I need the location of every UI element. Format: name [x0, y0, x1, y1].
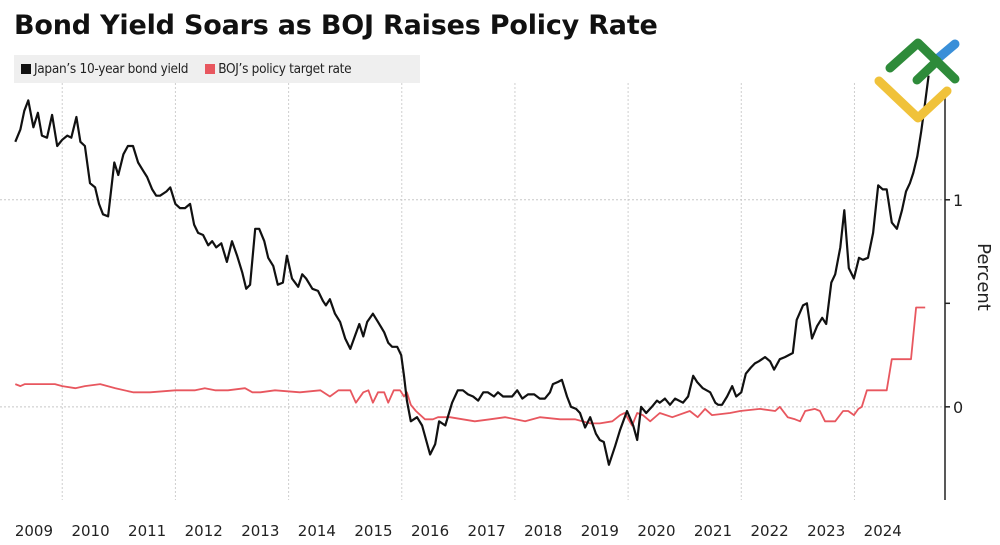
logo-green-chevron [885, 38, 960, 84]
x-tick-label-2021: 2021 [694, 522, 732, 540]
x-tick-label-2015: 2015 [354, 522, 392, 540]
x-tick-label-2023: 2023 [807, 522, 845, 540]
legend-swatch-policy-rate [205, 64, 216, 74]
y-axis: 01 [944, 90, 963, 500]
x-tick-label-2010: 2010 [71, 522, 109, 540]
logo-yellow-stroke [874, 76, 952, 123]
gridlines [0, 83, 945, 500]
series-line-bond-yield [14, 75, 930, 466]
x-axis-labels: 2009 2010 2011 2012 2013 2014 2015 2016 2017 2018… [15, 522, 902, 540]
series-lines [14, 75, 930, 466]
x-tick-label-2022: 2022 [750, 522, 788, 540]
series-line-policy-rate [14, 306, 926, 427]
y-axis-title: Percent [973, 243, 994, 311]
x-tick-label-2012: 2012 [185, 522, 223, 540]
y-tick-label-0: 0 [953, 398, 963, 417]
chart-title: Bond Yield Soars as BOJ Raises Policy Ra… [14, 10, 658, 41]
x-tick-label-2020: 2020 [637, 522, 675, 540]
legend-item-bond-yield: Japan’s 10-year bond yield [21, 61, 189, 77]
x-tick-label-2014: 2014 [298, 522, 336, 540]
x-tick-label-2013: 2013 [241, 522, 279, 540]
x-tick-label-2018: 2018 [524, 522, 562, 540]
x-tick-label-2009: 2009 [15, 522, 53, 540]
legend-item-policy-rate: BOJ’s policy target rate [205, 61, 352, 77]
x-tick-label-2024: 2024 [864, 522, 902, 540]
y-tick-label-1: 1 [953, 191, 963, 210]
chart-legend: Japan’s 10-year bond yield BOJ’s policy … [14, 55, 420, 83]
x-tick-label-2016: 2016 [411, 522, 449, 540]
x-tick-label-2011: 2011 [128, 522, 166, 540]
legend-label-policy-rate: BOJ’s policy target rate [218, 61, 352, 77]
x-tick-label-2017: 2017 [468, 522, 506, 540]
logo-green-inner-stroke [912, 56, 942, 85]
x-tick-label-2019: 2019 [581, 522, 619, 540]
legend-label-bond-yield: Japan’s 10-year bond yield [34, 61, 189, 77]
legend-swatch-bond-yield [21, 64, 31, 74]
